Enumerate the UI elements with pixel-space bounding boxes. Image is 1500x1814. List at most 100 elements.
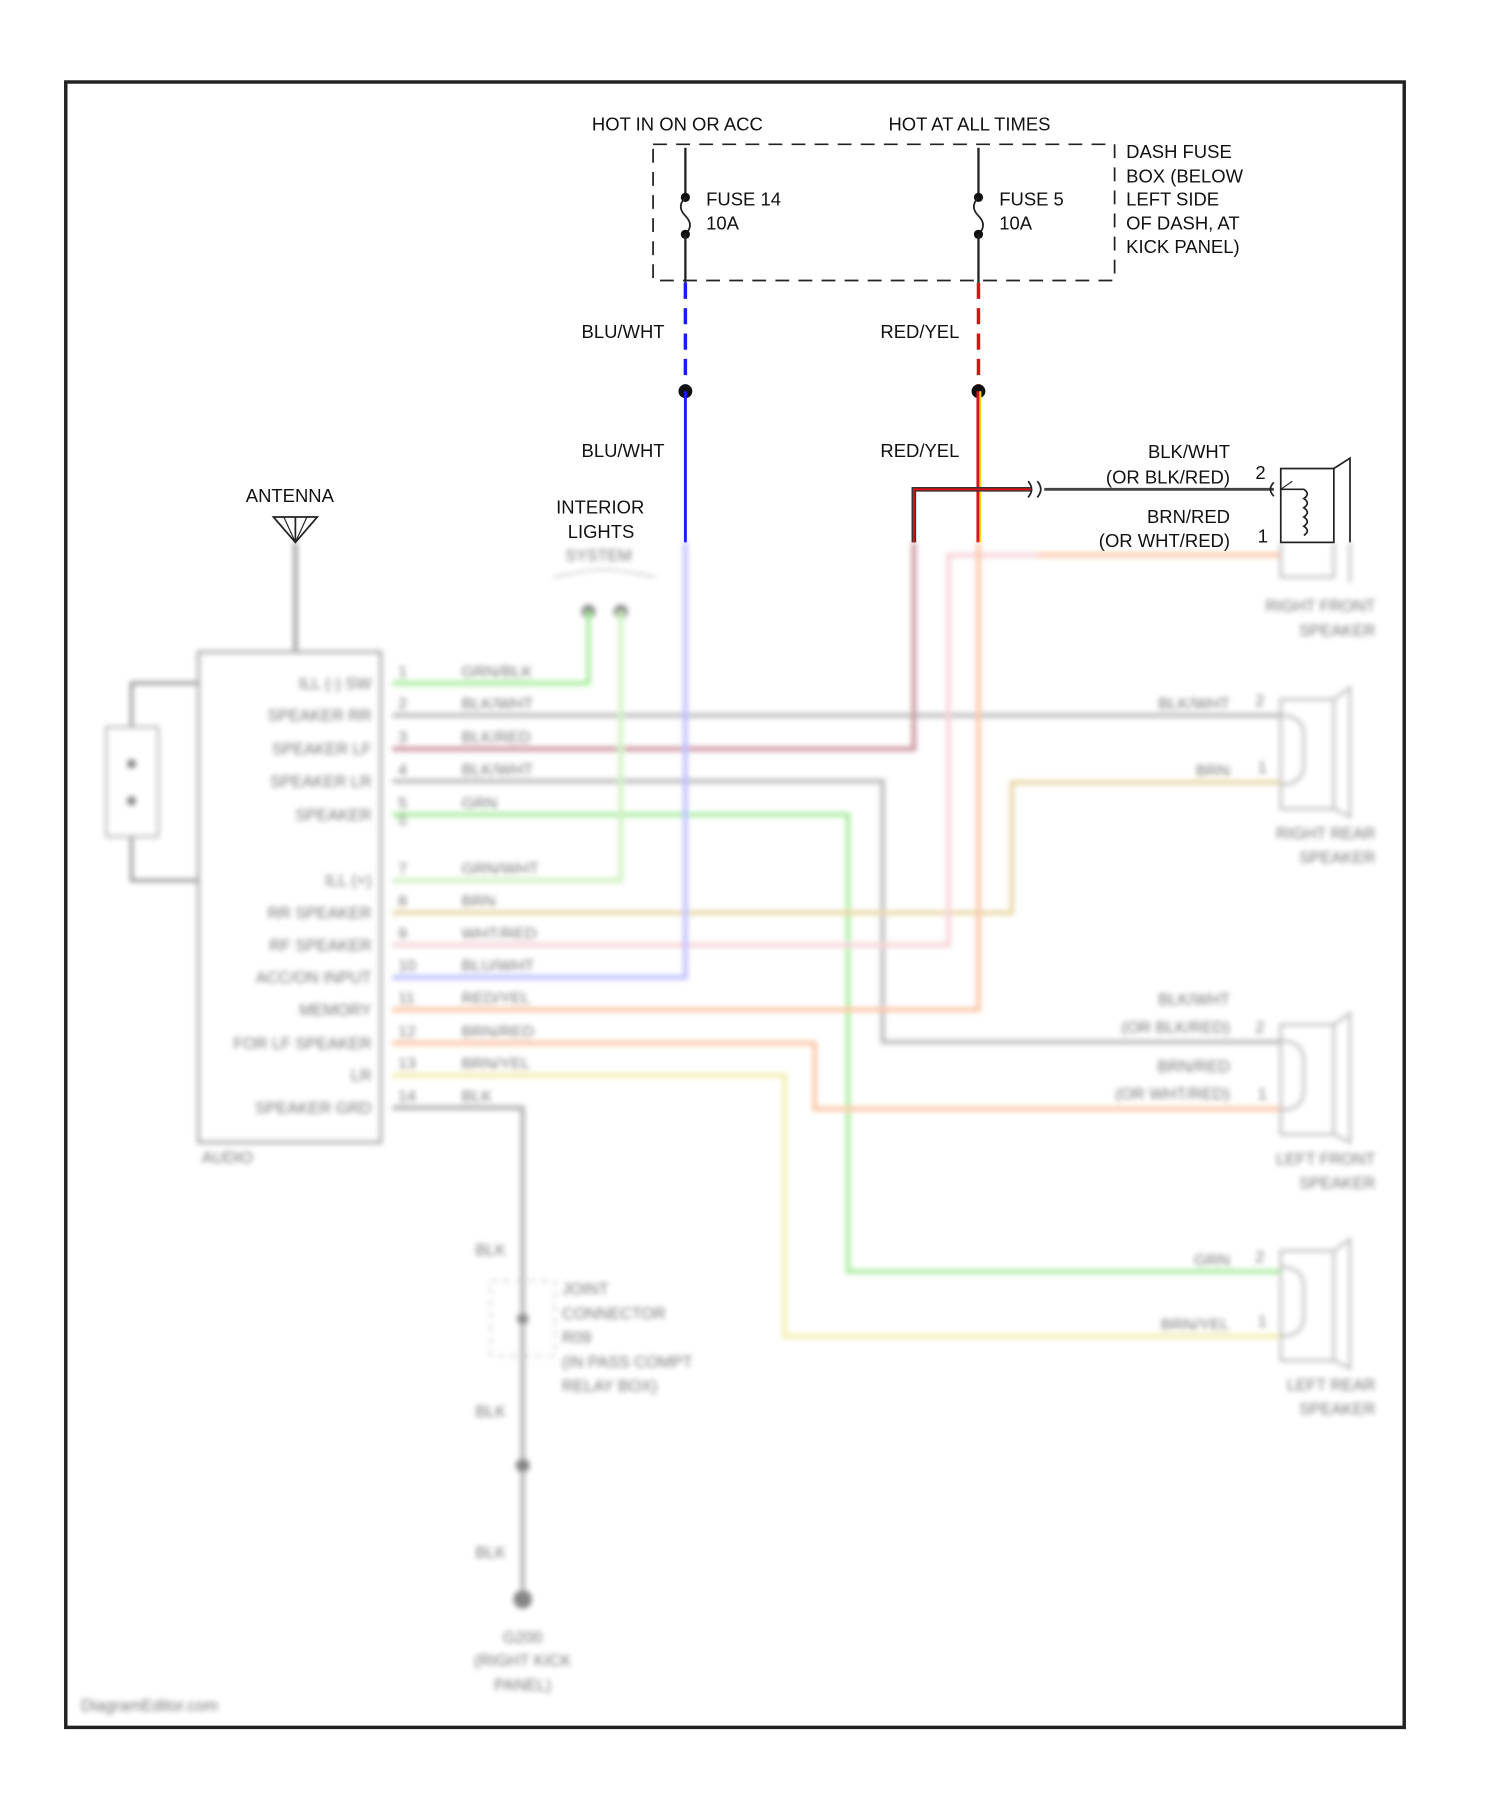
pin-number: 4	[398, 761, 407, 779]
audio-unit-box	[196, 650, 383, 1145]
rf-pin2-number: 2	[1255, 462, 1265, 483]
rf-pin1-alt-label: (OR WHT/RED)	[1099, 530, 1230, 551]
pin-wire-color-label: BLK/WHT	[462, 761, 534, 779]
speaker-pin2-wire-label: BLK/WHT	[1158, 696, 1230, 714]
pin-function-label: RR SPEAKER	[267, 905, 371, 923]
pin-wire-color-label: GRN/BLK	[462, 663, 533, 681]
speaker-pin1-wire-label: BRN/RED	[1157, 1058, 1230, 1076]
pin-wire-color-label: BRN	[462, 893, 496, 911]
pin-function-label: LR	[351, 1067, 372, 1085]
ground-label-3: PANEL)	[494, 1676, 551, 1694]
ground-point	[513, 1590, 532, 1609]
speaker-0: RIGHT FRONT SPEAKER	[1265, 542, 1376, 640]
wire-pin-8	[392, 780, 1281, 916]
antenna-connector	[105, 725, 160, 838]
audio-unit-label: AUDIO	[202, 1149, 253, 1167]
joint-label-2: CONNECTOR	[562, 1305, 666, 1323]
red-yel-label-lower: RED/YEL	[880, 440, 959, 461]
pin-wire-color-label: WHT/RED	[462, 925, 537, 943]
interior-lights-label-2: LIGHTS	[568, 521, 635, 542]
pin-number: 2	[398, 696, 407, 714]
antenna-icon: ANTENNA	[246, 485, 335, 544]
speaker-1: RIGHT REAR SPEAKER BLK/WHT BRN 2 1	[1158, 685, 1375, 867]
speaker-pin1-wire-label: BRN/YEL	[1161, 1316, 1230, 1334]
wire-pin-7	[392, 611, 624, 883]
ground-label-1: G200	[503, 1629, 543, 1647]
pin-function-label: ACC/ON INPUT	[256, 969, 372, 987]
pin-wire-color-label: BRN/YEL	[462, 1056, 531, 1074]
watermark: DiagramEditor.com	[81, 1697, 218, 1715]
speaker-label: RIGHT REAR	[1276, 825, 1375, 843]
pin-function-label: SPEAKER LF	[272, 741, 372, 759]
fuse-box-label-5: KICK PANEL)	[1126, 236, 1240, 257]
speaker-pin2-number: 2	[1255, 692, 1264, 710]
pin-number: 13	[398, 1056, 416, 1074]
wire-pin-11	[392, 542, 981, 1012]
joint-label-5: RELAY BOX)	[562, 1378, 657, 1396]
pin-function-label: FOR LF SPEAKER	[233, 1035, 371, 1053]
speaker-pin2-alt-label: (OR BLK/RED)	[1121, 1019, 1230, 1037]
pin-number: 7	[398, 861, 407, 879]
pin-wire-color-label: GRN/WHT	[462, 861, 539, 879]
audio-wires	[392, 542, 1281, 1604]
rf-pin2-alt-label: (OR BLK/RED)	[1106, 467, 1230, 488]
pin-wire-color-label: RED/YEL	[462, 990, 531, 1008]
speakers: RIGHT FRONT SPEAKER RIGHT REAR SPEAKER BLK/W…	[1115, 542, 1376, 1419]
pin-function-label: ILL (+)	[325, 872, 371, 890]
pin-function-label: ILL (-) SW	[299, 675, 373, 693]
pin-number: 8	[398, 893, 407, 911]
joint-label-4: (IN PASS COMPT	[562, 1353, 693, 1371]
wire-pin-3	[392, 542, 917, 752]
fuse-box-label-3: LEFT SIDE	[1126, 188, 1219, 209]
fuse14-label: FUSE 14	[706, 188, 781, 209]
joint-label-3: R09	[562, 1329, 592, 1347]
pin-function-label: RF SPEAKER	[269, 937, 371, 955]
pin-function-label: SPEAKER LR	[270, 773, 371, 791]
audio-pins: ILL (-) SW 1 GRN/BLK SPEAKER RR 2 BLK/WHT SPEA…	[233, 663, 538, 1117]
blk-red-wire	[912, 488, 1031, 543]
joint-label-1: JOINT	[562, 1281, 609, 1299]
pin-wire-color-label: BLK/WHT	[462, 696, 534, 714]
fuse14-rating: 10A	[706, 213, 740, 234]
pin-number: 14	[398, 1088, 416, 1106]
pin-wire-color-label: GRN	[462, 795, 498, 813]
pin-wire-color-label: BLK/RED	[462, 729, 531, 747]
speaker-2: LEFT FRONT SPEAKER BLK/WHT (OR BLK/RED) BRN/…	[1115, 991, 1375, 1192]
speaker-label: RIGHT FRONT	[1265, 598, 1375, 616]
wire-pin-10	[392, 542, 688, 980]
rf-pin1-number: 1	[1258, 525, 1268, 546]
speaker-pin1-alt-label: (OR WHT/RED)	[1115, 1086, 1230, 1104]
pin-number: 3	[398, 729, 407, 747]
wire-pin-1	[392, 611, 591, 686]
fuse-box-label-4: OF DASH, AT	[1126, 213, 1239, 234]
speaker-pin1-number: 1	[1258, 759, 1267, 777]
speaker-3: LEFT REAR SPEAKER GRN BRN/YEL 2 1	[1161, 1237, 1376, 1419]
fuse-box-label-2: BOX (BELOW	[1126, 165, 1243, 186]
wire-pin-13	[392, 1073, 1281, 1339]
speaker-pin1-wire-label: BRN	[1196, 763, 1230, 781]
speaker-pin1-number: 1	[1258, 1086, 1267, 1104]
pin-number: 11	[398, 990, 415, 1008]
fuse-box-label-1: DASH FUSE	[1126, 141, 1232, 162]
speaker-pin1-number: 1	[1258, 1313, 1267, 1331]
dash-fuse-box	[652, 143, 1116, 282]
ground-label-2: (RIGHT KICK	[474, 1652, 572, 1670]
right-front-speaker-icon	[1269, 456, 1351, 544]
power-wires: BLU/WHT RED/YEL BLU/WHT RED/YEL BLK/WHT …	[582, 282, 1274, 551]
antenna-label: ANTENNA	[246, 485, 335, 506]
pin-function-label: SPEAKER	[295, 806, 371, 824]
interior-lights-label-1: INTERIOR	[556, 497, 644, 518]
speaker-pin2-number: 2	[1255, 1019, 1264, 1037]
pin-wire-color-label: BLK	[462, 1088, 493, 1106]
blu-wht-label-lower: BLU/WHT	[582, 440, 665, 461]
fuse5-label: FUSE 5	[999, 188, 1064, 209]
ground-wire-label-1: BLK	[475, 1241, 506, 1259]
blu-wht-label-upper: BLU/WHT	[582, 321, 665, 342]
wire-pin-14	[392, 1105, 525, 1604]
frame	[64, 80, 1406, 1730]
speaker-label: LEFT REAR	[1287, 1376, 1376, 1394]
pin-number: 5	[398, 795, 407, 813]
pin-function-label: MEMORY	[299, 1001, 372, 1019]
